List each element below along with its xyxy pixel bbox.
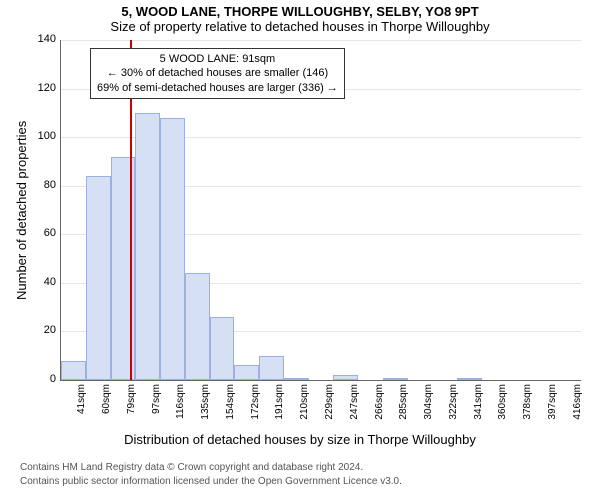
footer-line-2: Contains public sector information licen… — [20, 476, 402, 487]
chart-container: 5, WOOD LANE, THORPE WILLOUGHBY, SELBY, … — [0, 0, 600, 500]
gridline — [61, 40, 581, 41]
x-tick-label: 341sqm — [473, 384, 484, 432]
x-tick-label: 79sqm — [126, 384, 137, 432]
x-tick-label: 360sqm — [497, 384, 508, 432]
y-tick-label: 120 — [30, 82, 56, 94]
x-tick-label: 97sqm — [151, 384, 162, 432]
x-tick-label: 172sqm — [250, 384, 261, 432]
histogram-bar — [457, 378, 482, 380]
x-tick-label: 416sqm — [572, 384, 583, 432]
histogram-bar — [61, 361, 86, 380]
histogram-bar — [86, 176, 111, 380]
x-tick-label: 41sqm — [76, 384, 87, 432]
x-tick-label: 397sqm — [547, 384, 558, 432]
histogram-bar — [160, 118, 185, 380]
histogram-bar — [135, 113, 160, 380]
y-tick-label: 20 — [30, 324, 56, 336]
histogram-bar — [185, 273, 210, 380]
y-tick-label: 80 — [30, 179, 56, 191]
histogram-bar — [259, 356, 284, 380]
histogram-bar — [383, 378, 408, 380]
y-tick-label: 40 — [30, 276, 56, 288]
x-tick-label: 210sqm — [299, 384, 310, 432]
annotation-line-3: 69% of semi-detached houses are larger (… — [97, 81, 338, 95]
x-axis-label: Distribution of detached houses by size … — [0, 432, 600, 447]
x-tick-label: 266sqm — [374, 384, 385, 432]
x-tick-label: 304sqm — [423, 384, 434, 432]
x-tick-label: 378sqm — [522, 384, 533, 432]
x-tick-label: 60sqm — [101, 384, 112, 432]
x-tick-label: 285sqm — [398, 384, 409, 432]
x-tick-label: 247sqm — [349, 384, 360, 432]
x-tick-label: 229sqm — [324, 384, 335, 432]
chart-title: 5, WOOD LANE, THORPE WILLOUGHBY, SELBY, … — [0, 0, 600, 19]
footer-line-1: Contains HM Land Registry data © Crown c… — [20, 462, 363, 473]
y-tick-label: 0 — [30, 373, 56, 385]
histogram-bar — [333, 375, 358, 380]
y-tick-label: 140 — [30, 33, 56, 45]
annotation-line-1: 5 WOOD LANE: 91sqm — [97, 52, 338, 66]
chart-subtitle: Size of property relative to detached ho… — [0, 19, 600, 34]
y-axis-label: Number of detached properties — [14, 121, 29, 300]
y-tick-label: 100 — [30, 130, 56, 142]
x-tick-label: 322sqm — [448, 384, 459, 432]
histogram-bar — [284, 378, 309, 380]
x-tick-label: 154sqm — [225, 384, 236, 432]
x-tick-label: 116sqm — [175, 384, 186, 432]
histogram-bar — [234, 365, 259, 380]
annotation-line-2: ← 30% of detached houses are smaller (14… — [97, 66, 338, 80]
x-tick-label: 191sqm — [274, 384, 285, 432]
y-tick-label: 60 — [30, 227, 56, 239]
annotation-box: 5 WOOD LANE: 91sqm ← 30% of detached hou… — [90, 48, 345, 99]
histogram-bar — [210, 317, 235, 380]
x-tick-label: 135sqm — [200, 384, 211, 432]
